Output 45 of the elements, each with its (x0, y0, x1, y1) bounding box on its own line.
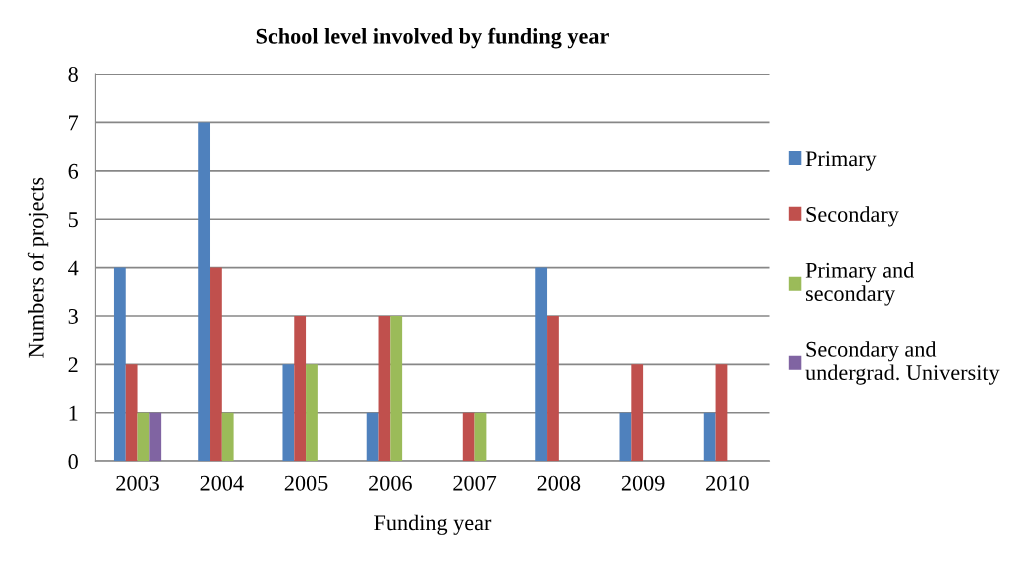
bar (703, 412, 716, 462)
bar (113, 267, 126, 462)
bar (282, 364, 295, 462)
x-axis-title: Funding year (374, 514, 492, 535)
y-tick-label: 0 (68, 454, 78, 470)
bar (462, 412, 475, 462)
bar (715, 364, 728, 462)
y-tick-label: 8 (68, 66, 78, 82)
y-tick-label: 2 (68, 357, 78, 373)
x-tick-label: 2007 (453, 475, 497, 491)
bar (390, 315, 403, 462)
legend-label: Primary (805, 151, 877, 171)
bar (547, 315, 559, 462)
y-tick-label: 4 (68, 260, 79, 276)
bar (137, 412, 150, 462)
y-tick-label: 1 (69, 405, 78, 421)
legend-label: Secondary (806, 206, 899, 227)
bar (125, 364, 138, 462)
bar (294, 315, 307, 462)
y-tick-label: 3 (68, 308, 78, 324)
y-tick-label: 6 (68, 163, 79, 179)
x-tick-label: 2003 (116, 475, 159, 491)
bar (210, 267, 222, 462)
chart-title: School level involved by funding year (256, 27, 609, 49)
bar (474, 412, 487, 462)
x-tick-label: 2008 (537, 475, 581, 491)
x-tick-label: 2004 (200, 475, 244, 491)
y-axis-title: Numbers of projects (27, 177, 49, 358)
bar (378, 315, 391, 462)
legend-label: Secondary and undergrad. University (805, 341, 1000, 385)
x-tick-label: 2005 (284, 475, 328, 491)
bar (198, 122, 211, 462)
bar (631, 364, 644, 462)
bar (619, 412, 632, 462)
bar (535, 267, 548, 462)
y-tick-label: 5 (68, 212, 78, 228)
bar (366, 412, 379, 462)
legend-label: Primary and secondary (805, 262, 915, 306)
bar (149, 412, 162, 462)
y-tick-label: 7 (69, 115, 79, 131)
bar (306, 364, 318, 462)
bar (221, 412, 234, 462)
x-tick-label: 2010 (706, 475, 749, 491)
x-tick-label: 2009 (621, 475, 665, 491)
x-tick-label: 2006 (369, 475, 412, 491)
